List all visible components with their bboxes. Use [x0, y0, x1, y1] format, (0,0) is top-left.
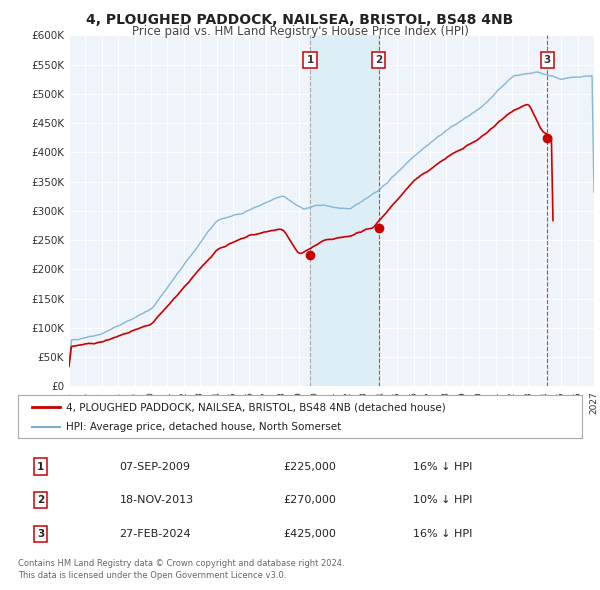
Text: 4, PLOUGHED PADDOCK, NAILSEA, BRISTOL, BS48 4NB: 4, PLOUGHED PADDOCK, NAILSEA, BRISTOL, B… — [86, 13, 514, 27]
Text: 10% ↓ HPI: 10% ↓ HPI — [413, 496, 472, 506]
Text: £270,000: £270,000 — [283, 496, 336, 506]
Text: 3: 3 — [37, 529, 44, 539]
Text: HPI: Average price, detached house, North Somerset: HPI: Average price, detached house, Nort… — [66, 422, 341, 432]
Text: 1: 1 — [37, 461, 44, 471]
Text: 3: 3 — [544, 55, 551, 65]
Text: £225,000: £225,000 — [283, 461, 336, 471]
Bar — [310, 35, 379, 386]
Text: 16% ↓ HPI: 16% ↓ HPI — [413, 529, 472, 539]
Text: This data is licensed under the Open Government Licence v3.0.: This data is licensed under the Open Gov… — [18, 571, 286, 580]
Text: 2: 2 — [37, 496, 44, 506]
Text: Price paid vs. HM Land Registry's House Price Index (HPI): Price paid vs. HM Land Registry's House … — [131, 25, 469, 38]
Text: Contains HM Land Registry data © Crown copyright and database right 2024.: Contains HM Land Registry data © Crown c… — [18, 559, 344, 568]
Text: 18-NOV-2013: 18-NOV-2013 — [119, 496, 194, 506]
Text: 27-FEB-2024: 27-FEB-2024 — [119, 529, 191, 539]
Text: 1: 1 — [307, 55, 314, 65]
Text: 07-SEP-2009: 07-SEP-2009 — [119, 461, 191, 471]
Text: £425,000: £425,000 — [283, 529, 336, 539]
Text: 2: 2 — [375, 55, 382, 65]
Text: 4, PLOUGHED PADDOCK, NAILSEA, BRISTOL, BS48 4NB (detached house): 4, PLOUGHED PADDOCK, NAILSEA, BRISTOL, B… — [66, 402, 446, 412]
Text: 16% ↓ HPI: 16% ↓ HPI — [413, 461, 472, 471]
